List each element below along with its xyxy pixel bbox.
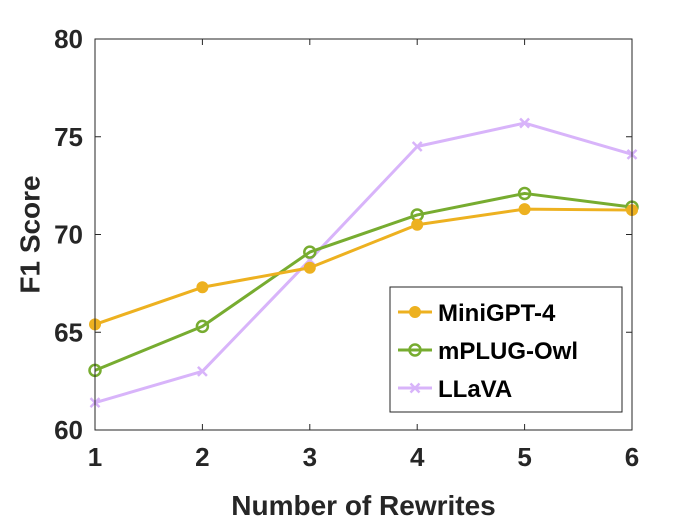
series-line-mplug-owl (94, 191, 633, 372)
legend-label-mplug-owl: mPLUG-Owl (438, 338, 578, 365)
legend-label-minigpt-4: MiniGPT-4 (438, 300, 556, 327)
x-tick-label: 2 (195, 442, 209, 472)
x-tick-label: 1 (88, 442, 102, 472)
x-axis-title: Number of Rewrites (231, 490, 496, 521)
legend-marker-mplug-owl (408, 343, 422, 357)
legend-items: MiniGPT-4 mPLUG-Owl LLaVA (398, 300, 578, 403)
data-point-mplug-owl (517, 186, 532, 201)
y-tick-label: 70 (54, 220, 83, 250)
legend-marker-minigpt-4 (409, 306, 421, 318)
y-axis-title: F1 Score (14, 175, 45, 293)
data-point-minigpt-4 (196, 281, 209, 294)
x-tick-label: 3 (303, 442, 317, 472)
legend-item-mplug-owl: mPLUG-Owl (398, 338, 578, 365)
data-point-llava (411, 141, 423, 152)
x-tick-label: 5 (517, 442, 531, 472)
data-point-minigpt-4 (518, 203, 531, 216)
data-point-minigpt-4 (411, 218, 424, 231)
x-tick-label: 6 (625, 442, 639, 472)
data-point-minigpt-4 (303, 261, 316, 274)
data-point-mplug-owl (303, 245, 317, 259)
legend-label-llava: LLaVA (438, 376, 512, 403)
series-line-llava (94, 121, 633, 405)
data-point-mplug-owl (195, 319, 210, 334)
data-point-llava (519, 117, 530, 129)
series-minigpt-4 (89, 203, 638, 331)
series-line-minigpt-4 (94, 207, 633, 326)
y-tick-label: 75 (54, 122, 83, 152)
legend-marker-llava (409, 382, 421, 394)
y-tick-label: 65 (54, 317, 83, 347)
legend: MiniGPT-4 mPLUG-Owl LLaVA (389, 286, 623, 413)
legend-item-llava: LLaVA (398, 376, 512, 403)
x-tick-label: 4 (410, 442, 425, 472)
y-tick-label: 60 (54, 415, 83, 445)
tick-layer: 1 2 3 4 5 6 60 65 70 75 80 (54, 24, 639, 472)
y-tick-label: 80 (54, 24, 83, 54)
legend-item-minigpt-4: MiniGPT-4 (398, 300, 556, 327)
data-point-llava (197, 365, 208, 377)
